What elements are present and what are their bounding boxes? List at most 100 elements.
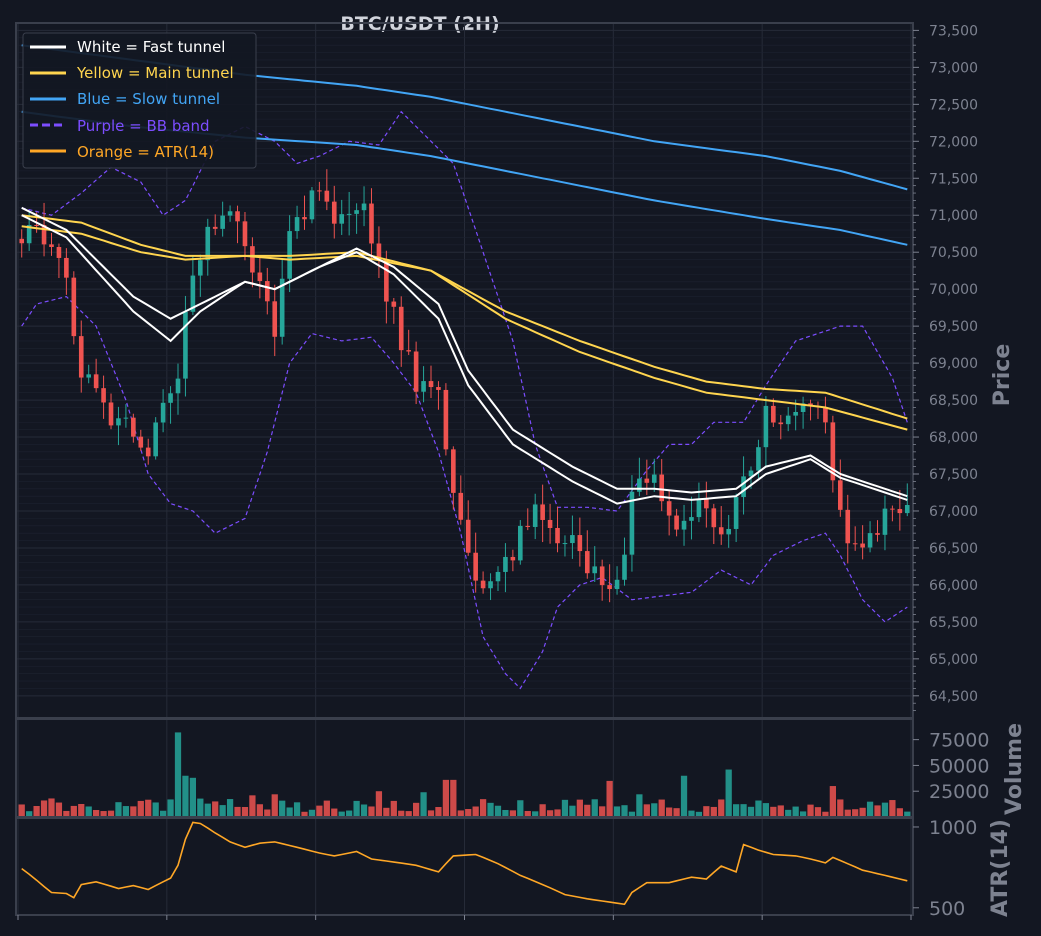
volume-bar: [874, 805, 881, 817]
price-tick-label: 65,500: [929, 615, 978, 631]
price-tick-label: 65,000: [929, 652, 978, 668]
volume-bar: [122, 806, 130, 817]
legend-label-main: Yellow = Main tunnel: [76, 64, 234, 82]
candle-body: [741, 476, 746, 498]
candles-layer: [19, 169, 910, 603]
candle: [532, 493, 538, 540]
candle-body: [830, 422, 836, 481]
candle-body: [190, 275, 196, 312]
volume-bar: [256, 804, 263, 817]
candle: [622, 537, 627, 586]
volume-bar: [249, 795, 256, 817]
candle-body: [235, 211, 240, 222]
candle-body: [227, 211, 233, 216]
candle-body: [145, 447, 151, 457]
candle-body: [532, 504, 538, 527]
candle: [101, 375, 106, 419]
candle: [421, 366, 426, 403]
volume-bar: [152, 802, 159, 817]
candle: [733, 493, 739, 543]
price-tick-label: 73,500: [929, 23, 978, 39]
candle: [49, 232, 54, 256]
candle: [830, 415, 836, 493]
price-tick-label: 69,500: [929, 319, 978, 335]
volume-bar: [636, 794, 643, 817]
volume-bar: [234, 806, 241, 817]
candle-body: [465, 519, 471, 553]
volume-bar: [755, 800, 762, 817]
legend-item-atr: Orange = ATR(14): [30, 143, 214, 161]
candle-body: [160, 402, 166, 423]
volume-bar: [271, 794, 278, 817]
volume-bar: [137, 800, 144, 817]
volume-bar: [576, 799, 583, 817]
volume-bar: [78, 803, 85, 817]
candle: [599, 559, 605, 601]
candle-body: [205, 226, 211, 261]
volume-tick-label: 25000: [929, 781, 989, 803]
volume-bar: [279, 800, 286, 817]
volume-bar: [189, 777, 197, 817]
candle: [681, 504, 687, 546]
candle: [369, 188, 374, 262]
legend-label-slow: Blue = Slow tunnel: [77, 90, 220, 108]
candle: [443, 383, 449, 456]
candle: [175, 363, 181, 415]
volume-bar: [85, 806, 92, 817]
candle-body: [264, 281, 270, 302]
volume-bar: [420, 792, 427, 817]
volume-layer: [18, 732, 911, 817]
candle-body: [570, 535, 575, 544]
candle-body: [168, 393, 173, 403]
volume-bar: [666, 807, 673, 817]
candle-body: [711, 508, 717, 528]
price-tick-label: 72,000: [929, 134, 978, 150]
volume-bar: [777, 805, 784, 817]
candle-body: [852, 543, 858, 545]
volume-bar: [293, 802, 301, 817]
candle: [726, 514, 731, 548]
candle: [607, 564, 612, 603]
volume-bar: [465, 809, 472, 817]
candle: [294, 205, 300, 239]
candle-body: [480, 580, 486, 589]
candle: [145, 438, 151, 465]
candle: [339, 199, 345, 235]
volume-bar: [718, 799, 725, 817]
volume-bar: [747, 806, 755, 817]
candle: [398, 296, 404, 367]
volume-bar: [792, 806, 799, 817]
candle-body: [138, 436, 144, 448]
candle: [168, 386, 173, 424]
candle: [361, 186, 367, 227]
volume-bar: [375, 791, 383, 817]
volume-bar: [889, 800, 896, 817]
candle: [309, 187, 315, 224]
candle-body: [696, 499, 702, 518]
candle-body: [19, 238, 25, 244]
candle-body: [93, 374, 99, 389]
candle-body: [547, 519, 553, 528]
candle-body: [108, 402, 114, 426]
volume-bar: [680, 775, 688, 817]
candle: [518, 520, 523, 565]
candle-body: [800, 403, 806, 412]
candle: [503, 543, 508, 593]
candle-body: [34, 224, 39, 226]
candle-body: [518, 525, 523, 561]
candle-body: [845, 509, 851, 544]
volume-bar: [167, 799, 174, 817]
candle-body: [875, 533, 880, 535]
volume-bar: [241, 806, 249, 817]
candle: [823, 396, 828, 434]
candle-body: [629, 491, 635, 555]
price-tick-label: 71,500: [929, 171, 978, 187]
candle: [272, 284, 278, 357]
candle: [227, 205, 233, 222]
atr-layer: [21, 821, 908, 906]
candle: [138, 429, 144, 451]
candle: [86, 364, 92, 384]
volume-bar: [479, 799, 487, 817]
volume-bar: [33, 806, 40, 817]
